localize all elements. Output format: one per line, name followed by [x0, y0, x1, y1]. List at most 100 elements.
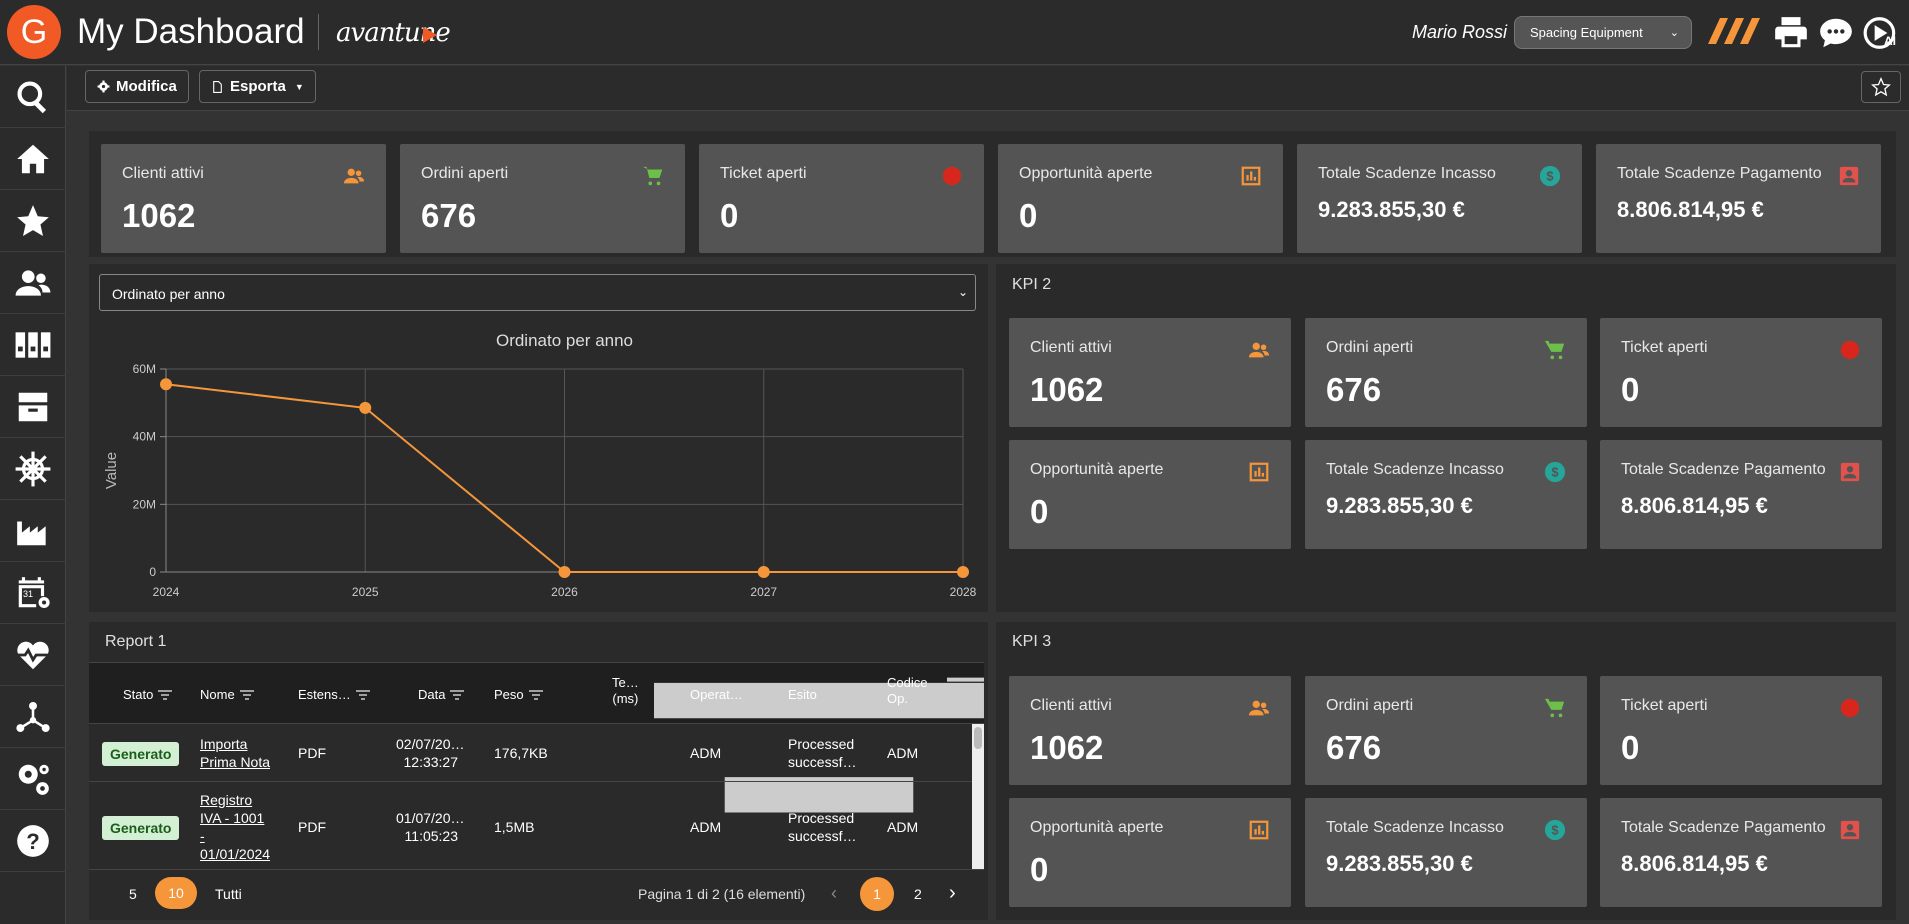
kpi-card[interactable]: Ticket aperti 0 — [1600, 318, 1882, 427]
kpi-card[interactable]: Totale Scadenze Incasso 9.283.855,30 € $ — [1305, 440, 1587, 549]
printer-icon[interactable] — [1772, 14, 1810, 52]
ai-play-icon[interactable] — [1862, 14, 1900, 52]
cart-icon — [1544, 698, 1565, 718]
cell-date-time: 11:05:23 — [404, 828, 458, 844]
cell-extension: PDF — [298, 745, 326, 761]
cell-result-line: Processed — [788, 736, 855, 752]
column-header-esito[interactable]: Esito — [788, 687, 836, 702]
filter-icon[interactable] — [821, 689, 836, 700]
table-row[interactable]: Generato Importa Prima Nota PDF 02/07/20… — [89, 725, 972, 782]
kpi-card[interactable]: Totale Scadenze Incasso 9.283.855,30 € $ — [1297, 144, 1582, 253]
page-size-5[interactable]: 5 — [129, 886, 137, 902]
cell-operator: ADM — [690, 819, 722, 835]
cell-size: 176,7KB — [494, 745, 548, 761]
column-label: Codice — [887, 675, 928, 690]
caret-down-icon: ▼ — [294, 81, 304, 92]
filter-icon[interactable] — [158, 689, 173, 700]
report-name-link[interactable]: Importa Prima Nota — [200, 735, 270, 771]
cell-result: Processed successf… — [788, 809, 856, 845]
report-name-link[interactable]: Registro IVA - 1001 - 01/01/2024 — [200, 791, 270, 863]
kpi-card[interactable]: Totale Scadenze Pagamento 8.806.814,95 € — [1600, 798, 1882, 907]
sidebar-item-planning[interactable]: 31 — [0, 562, 66, 624]
prev-page-icon[interactable]: ‹ — [831, 883, 837, 903]
filter-icon[interactable] — [450, 689, 465, 700]
column-label-2: Op. — [887, 691, 908, 706]
sidebar-item-search[interactable] — [0, 66, 66, 128]
page-size-all[interactable]: Tutti — [215, 886, 242, 902]
table-row[interactable]: Generato Registro IVA - 1001 - 01/01/202… — [89, 783, 972, 869]
chat-icon[interactable] — [1817, 14, 1855, 52]
x-tick-label: 2026 — [551, 585, 578, 599]
kpi-label: Ticket aperti — [1621, 339, 1708, 356]
kpi-card[interactable]: Ordini aperti 676 — [1305, 318, 1587, 427]
sidebar-item-home[interactable] — [0, 128, 66, 190]
sidebar-item-factory[interactable] — [0, 500, 66, 562]
filter-icon[interactable] — [747, 689, 762, 700]
kpi-card[interactable]: Ordini aperti 676 — [400, 144, 685, 253]
page-size-10[interactable]: 10 — [155, 877, 197, 909]
sidebar-item-production[interactable] — [0, 438, 66, 500]
sidebar-item-health[interactable] — [0, 624, 66, 686]
status-badge: Generato — [102, 816, 180, 840]
kpi-card[interactable]: Clienti attivi 1062 — [101, 144, 386, 253]
export-button[interactable]: Esporta ▼ — [199, 70, 316, 103]
column-header-stato[interactable]: Stato — [123, 687, 173, 702]
report-name-line: IVA - 1001 — [200, 810, 265, 826]
kpi-card[interactable]: Opportunità aperte 0 — [998, 144, 1283, 253]
page-button-1[interactable]: 1 — [860, 877, 894, 911]
filter-icon[interactable] — [528, 689, 543, 700]
filter-icon[interactable] — [947, 677, 984, 703]
table-scrollbar[interactable] — [972, 724, 984, 869]
kpi-label: Totale Scadenze Incasso — [1326, 461, 1504, 478]
filter-icon[interactable] — [355, 689, 370, 700]
chart-select-value: Ordinato per anno — [112, 286, 225, 302]
filter-icon[interactable] — [239, 689, 254, 700]
sidebar-item-warehouse[interactable] — [0, 376, 66, 438]
kpi-card[interactable]: Totale Scadenze Pagamento 8.806.814,95 € — [1600, 440, 1882, 549]
kpi-label: Totale Scadenze Pagamento — [1621, 819, 1826, 836]
kpi-card[interactable]: Clienti attivi 1062 — [1009, 318, 1291, 427]
cell-result-line: successf… — [788, 754, 857, 770]
stripes-logo-icon[interactable] — [1700, 18, 1762, 44]
cart-icon — [1544, 340, 1565, 360]
edit-button[interactable]: Modifica — [85, 70, 189, 103]
users-icon — [1248, 342, 1270, 358]
sidebar-item-help[interactable]: ? — [0, 810, 66, 872]
column-label: Estens… — [298, 687, 351, 702]
sidebar-item-contacts[interactable] — [0, 252, 66, 314]
next-page-icon[interactable]: › — [949, 882, 956, 904]
kpi-card[interactable]: Ordini aperti 676 — [1305, 676, 1587, 785]
sidebar-item-documents[interactable] — [0, 314, 66, 376]
kpi-value: 1062 — [1030, 371, 1104, 408]
kpi-card[interactable]: Opportunità aperte 0 — [1009, 798, 1291, 907]
report-name-line: - — [200, 828, 205, 844]
kpi-card[interactable]: Ticket aperti 0 — [699, 144, 984, 253]
kpi-card[interactable]: Totale Scadenze Incasso 9.283.855,30 € $ — [1305, 798, 1587, 907]
kpi-card[interactable]: Opportunità aperte 0 — [1009, 440, 1291, 549]
sidebar-item-favorites[interactable] — [0, 190, 66, 252]
scrollbar-thumb[interactable] — [974, 727, 982, 749]
alert-dot-icon — [1840, 340, 1860, 360]
alert-dot-icon — [942, 166, 962, 186]
favorite-button[interactable] — [1861, 71, 1901, 103]
user-name[interactable]: Mario Rossi — [1412, 22, 1508, 42]
column-header-codice[interactable]: Codice Op. — [887, 675, 927, 706]
column-header-estensione[interactable]: Estens… — [298, 687, 370, 702]
sidebar-item-network[interactable] — [0, 686, 66, 748]
column-header-tempo[interactable]: Te… (ms) — [612, 675, 639, 706]
column-header-nome[interactable]: Nome — [200, 687, 254, 702]
kpi-value: 676 — [1326, 729, 1382, 766]
kpi-card[interactable]: Totale Scadenze Pagamento 8.806.814,95 € — [1596, 144, 1881, 253]
kpi-value: 0 — [1030, 851, 1049, 888]
kpi-card[interactable]: Ticket aperti 0 — [1600, 676, 1882, 785]
kpi-card[interactable]: Clienti attivi 1062 — [1009, 676, 1291, 785]
sidebar-item-settings[interactable] — [0, 748, 66, 810]
column-header-peso[interactable]: Peso — [494, 687, 543, 702]
company-select[interactable]: Spacing Equipment ⌄ — [1514, 16, 1692, 49]
app-logo[interactable]: G — [7, 5, 61, 59]
chart-select[interactable]: Ordinato per anno ⌄ — [99, 274, 976, 311]
column-header-operatore[interactable]: Operat… — [690, 687, 762, 702]
page-button-2[interactable]: 2 — [914, 886, 922, 902]
kpi-value: 1062 — [122, 197, 196, 234]
column-header-data[interactable]: Data — [418, 687, 465, 702]
